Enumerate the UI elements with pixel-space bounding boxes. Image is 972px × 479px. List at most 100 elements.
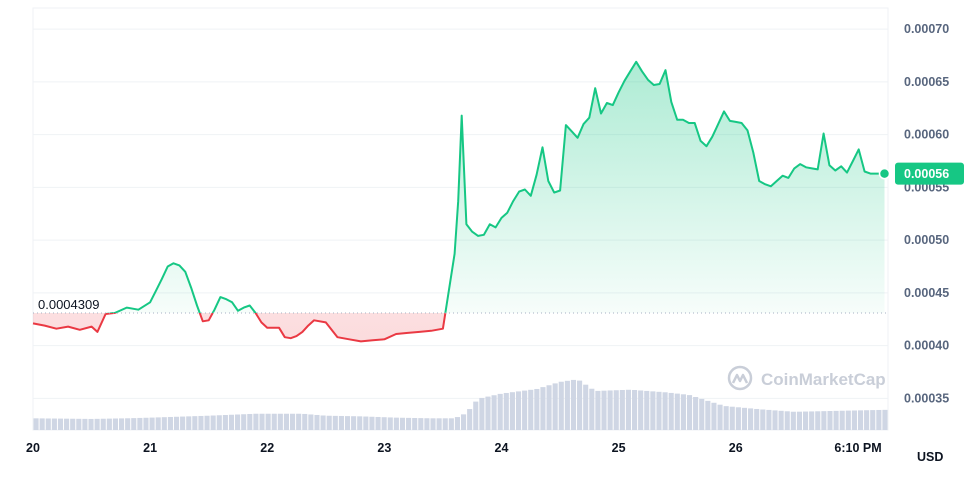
price-line-up (105, 60, 885, 314)
volume-bar (583, 384, 589, 430)
area-above-reference (33, 61, 885, 314)
volume-bar (662, 392, 668, 430)
volume-bar (198, 415, 204, 430)
volume-bar (803, 411, 809, 430)
volume-bar (607, 390, 613, 430)
volume-bar (39, 418, 45, 430)
volume-bar (638, 390, 644, 430)
volume-bar (534, 388, 540, 430)
volume-bar (302, 413, 308, 430)
volume-bar (845, 410, 851, 430)
price-area (33, 61, 885, 342)
volume-bar (424, 418, 430, 430)
volume-bar (100, 418, 106, 430)
volume-bar (760, 409, 766, 430)
volume-bar (552, 383, 558, 430)
volume-bar (839, 410, 845, 430)
volume-bar (296, 413, 302, 430)
volume-bar (705, 400, 711, 430)
plot-frame (32, 7, 889, 431)
y-tick-label: 0.00040 (904, 339, 949, 353)
volume-bar (570, 379, 577, 430)
volume-bar (149, 417, 155, 430)
volume-bar (766, 409, 772, 430)
volume-bar (448, 418, 454, 430)
volume-bar (131, 418, 137, 430)
volume-bar (479, 397, 485, 430)
volume-bar (70, 418, 76, 430)
volume-bar (729, 406, 735, 430)
volume-bar (699, 398, 705, 430)
volume-bar (491, 395, 497, 430)
y-tick-label: 0.00065 (904, 75, 949, 89)
volume-bar (204, 415, 210, 430)
volume-bar (558, 381, 564, 430)
volume-bar (864, 410, 870, 430)
volume-bar (375, 416, 381, 430)
volume-bar (418, 418, 424, 430)
volume-bar (503, 392, 509, 430)
volume-bar (344, 416, 351, 430)
volume-bar (283, 413, 289, 430)
volume-bar (137, 417, 143, 430)
volume-bar (277, 413, 283, 430)
volume-bar (473, 401, 479, 430)
volume-bar (680, 394, 686, 430)
volume-bar (76, 418, 82, 430)
x-tick-label: 23 (377, 441, 391, 455)
volume-bar (717, 404, 723, 430)
x-tick-label: 6:10 PM (834, 441, 881, 455)
volume-bar (155, 417, 161, 430)
volume-bar (406, 417, 412, 430)
volume-bar (815, 411, 821, 430)
volume-bar (64, 418, 70, 430)
x-axis: 20 21 22 23 24 25 26 6:10 PM (26, 441, 882, 455)
volume-bar (748, 408, 754, 430)
volume-bar (827, 411, 833, 430)
volume-bar (625, 389, 631, 430)
volume-bar (723, 406, 729, 430)
volume-bar (338, 415, 344, 430)
volume-bar (436, 418, 442, 430)
volume-bar (94, 418, 100, 430)
volume-bar (320, 415, 326, 430)
volume-bar (161, 417, 167, 430)
volume-bar (485, 396, 491, 430)
volume-bar (564, 380, 570, 430)
volume-bar (711, 402, 717, 430)
volume-bar (265, 413, 271, 430)
y-tick-label: 0.00050 (904, 233, 949, 247)
y-tick-label: 0.00070 (904, 22, 949, 36)
volume-bar (119, 418, 125, 430)
volume-bar (381, 417, 387, 430)
volume-bar (674, 393, 680, 430)
volume-bar (314, 414, 320, 430)
volume-bar (180, 416, 186, 430)
volume-bar (290, 413, 296, 430)
x-tick-label: 25 (612, 441, 626, 455)
x-tick-label: 22 (260, 441, 274, 455)
volume-bar (833, 410, 839, 430)
volume-bar (741, 407, 748, 430)
volume-bar (112, 418, 118, 430)
volume-bar (253, 413, 259, 430)
volume-bar (870, 410, 876, 430)
volume-bar (613, 390, 619, 430)
volume-bar (186, 416, 192, 430)
volume-bar (809, 411, 815, 430)
volume-bar (259, 413, 265, 430)
volume-bar (467, 409, 473, 430)
volume-bar (57, 418, 64, 430)
x-tick-label: 20 (26, 441, 40, 455)
volume-bar (497, 393, 503, 430)
volume-bar (363, 416, 369, 430)
volume-bar (686, 395, 693, 430)
x-tick-label: 26 (729, 441, 743, 455)
volume-bar (857, 410, 864, 430)
volume-bar (644, 390, 650, 430)
volume-bar (632, 390, 638, 430)
volume-bar (577, 380, 583, 430)
price-line (32, 60, 885, 343)
volume-bar (210, 415, 216, 430)
volume-bar (650, 391, 656, 430)
